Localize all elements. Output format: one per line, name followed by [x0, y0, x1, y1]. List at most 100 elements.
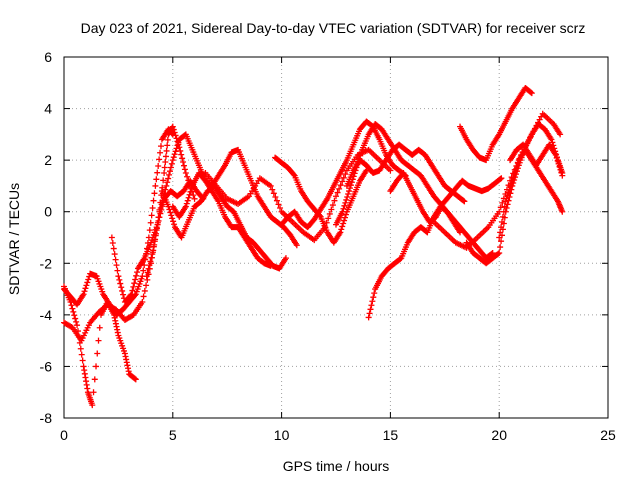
data-point	[331, 197, 338, 204]
data-point	[68, 302, 75, 309]
data-point	[509, 177, 516, 184]
data-point	[503, 195, 510, 202]
data-point	[184, 173, 191, 180]
data-point	[155, 214, 162, 221]
data-point	[549, 139, 556, 146]
chart-title: Day 023 of 2021, Sidereal Day-to-day VTE…	[81, 20, 586, 36]
data-point	[342, 171, 349, 178]
data-point	[277, 205, 284, 212]
data-point	[171, 151, 178, 158]
data-point	[188, 185, 195, 192]
x-tick-label: 5	[169, 427, 177, 443]
y-axis-ticks: -8 -6 -4 -2 0 2 4 6	[40, 49, 608, 426]
data-point	[558, 169, 565, 176]
data-point	[557, 166, 564, 173]
data-point	[186, 191, 193, 198]
data-point	[367, 306, 374, 313]
data-point	[167, 209, 174, 216]
data-point	[69, 305, 76, 312]
plot-border	[63, 56, 609, 419]
data-point	[71, 312, 78, 319]
data-point	[342, 199, 349, 206]
data-point	[113, 262, 120, 269]
data-point	[181, 166, 188, 173]
data-point	[109, 240, 116, 247]
data-point	[163, 182, 170, 189]
data-point	[528, 90, 535, 97]
data-point	[552, 151, 559, 158]
data-point	[129, 287, 136, 294]
data-point	[110, 245, 117, 252]
data-point	[497, 244, 504, 251]
series-track-19	[507, 141, 566, 179]
data-point	[84, 279, 91, 286]
data-point	[334, 189, 341, 196]
data-point	[130, 283, 137, 290]
data-point	[326, 210, 333, 217]
data-point	[139, 298, 146, 305]
data-point	[270, 190, 277, 197]
data-point	[559, 172, 566, 179]
data-point	[133, 272, 140, 279]
data-point	[164, 136, 171, 143]
data-point	[339, 178, 346, 185]
data-point	[183, 200, 190, 207]
data-point	[513, 163, 520, 170]
data-point	[155, 163, 162, 170]
data-point	[496, 234, 503, 241]
y-axis-title: SDTVAR / TECUs	[6, 183, 22, 295]
data-point	[460, 197, 467, 204]
y-tick-label: -4	[40, 307, 53, 323]
data-point	[167, 168, 174, 175]
data-point	[74, 322, 81, 329]
data-point	[169, 123, 176, 130]
data-point	[501, 203, 508, 210]
data-point	[514, 160, 521, 167]
data-point	[340, 220, 347, 227]
data-point	[498, 224, 505, 231]
data-point	[162, 153, 169, 160]
data-point	[95, 337, 102, 344]
y-tick-label: 0	[44, 204, 52, 220]
data-point	[164, 179, 171, 186]
data-point	[500, 208, 507, 215]
data-point	[152, 182, 159, 189]
data-point	[282, 255, 289, 262]
data-point	[132, 376, 139, 383]
data-point	[131, 280, 138, 287]
data-point	[170, 154, 177, 161]
data-point	[150, 197, 157, 204]
data-point	[461, 198, 468, 205]
data-point	[325, 215, 332, 222]
data-point	[341, 202, 348, 209]
y-tick-label: -2	[40, 255, 53, 271]
data-point	[154, 219, 161, 226]
data-point	[156, 208, 163, 215]
data-point	[339, 208, 346, 215]
data-point	[498, 238, 505, 245]
data-point	[323, 219, 330, 226]
data-point	[89, 402, 96, 409]
data-point	[141, 287, 148, 294]
data-point	[343, 196, 350, 203]
data-point	[148, 254, 155, 261]
data-point	[371, 290, 378, 297]
data-point	[369, 298, 376, 305]
y-tick-label: -6	[40, 358, 53, 374]
data-point	[557, 131, 564, 138]
data-point	[108, 234, 115, 241]
x-tick-label: 15	[383, 427, 399, 443]
data-point	[342, 214, 349, 221]
data-point	[111, 251, 118, 258]
data-point	[511, 171, 518, 178]
data-point	[146, 262, 153, 269]
data-point	[168, 212, 175, 219]
data-point	[90, 389, 97, 396]
data-point	[172, 132, 179, 139]
data-point	[140, 293, 147, 300]
data-point	[499, 199, 506, 206]
data-point	[559, 208, 566, 215]
data-point	[151, 241, 158, 248]
series-track-16	[463, 121, 566, 267]
